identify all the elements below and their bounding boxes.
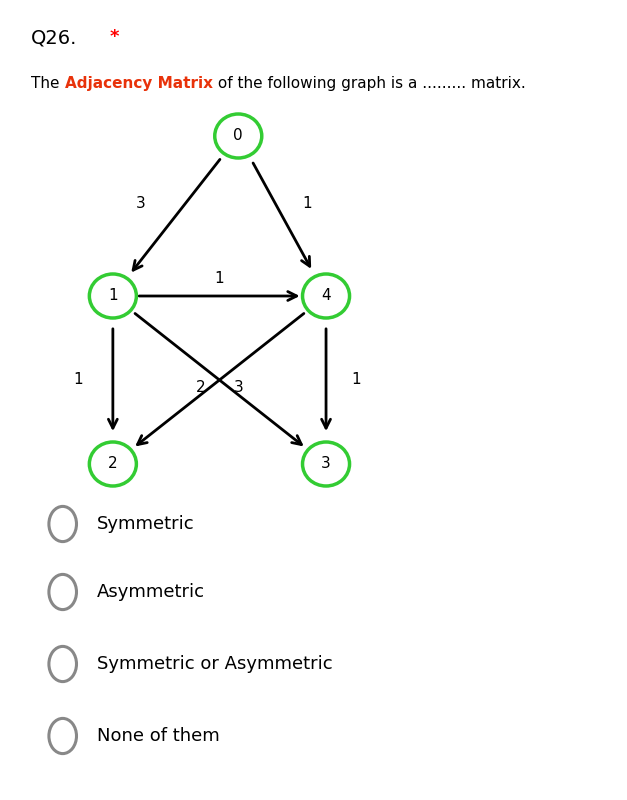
- Text: Symmetric or Asymmetric: Symmetric or Asymmetric: [97, 655, 333, 673]
- Text: 3: 3: [321, 457, 331, 471]
- Text: 0: 0: [233, 129, 243, 143]
- Text: 3: 3: [136, 197, 146, 211]
- Text: 3: 3: [233, 381, 243, 395]
- Text: 1: 1: [351, 373, 361, 387]
- Text: The: The: [31, 76, 65, 91]
- Text: Asymmetric: Asymmetric: [97, 583, 205, 601]
- Text: 1: 1: [73, 373, 83, 387]
- Text: 1: 1: [108, 289, 118, 303]
- Ellipse shape: [89, 442, 137, 486]
- Text: *: *: [110, 28, 119, 46]
- Ellipse shape: [303, 442, 350, 486]
- Text: 2: 2: [196, 381, 206, 395]
- Text: 4: 4: [321, 289, 331, 303]
- Text: of the following graph is a ......... matrix.: of the following graph is a ......... ma…: [213, 76, 525, 91]
- Ellipse shape: [214, 114, 262, 158]
- Text: Adjacency Matrix: Adjacency Matrix: [65, 76, 213, 91]
- Ellipse shape: [89, 274, 137, 318]
- Text: None of them: None of them: [97, 727, 220, 745]
- Text: 1: 1: [214, 271, 224, 286]
- Text: Symmetric: Symmetric: [97, 515, 195, 533]
- Text: 2: 2: [108, 457, 118, 471]
- Ellipse shape: [303, 274, 350, 318]
- Text: 1: 1: [302, 197, 312, 211]
- Text: Q26.: Q26.: [31, 28, 78, 47]
